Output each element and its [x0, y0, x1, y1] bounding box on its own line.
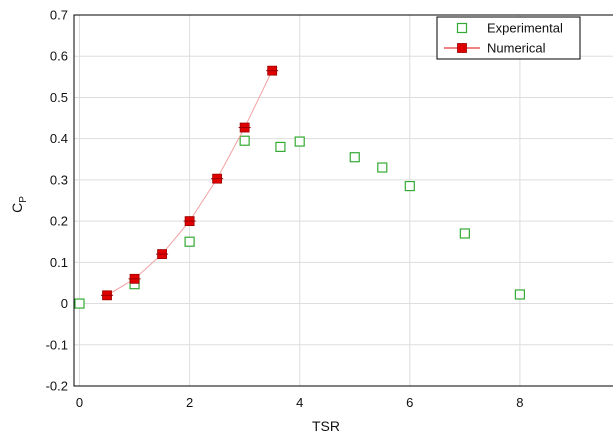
y-tick-label: 0.2	[50, 214, 68, 229]
y-axis-label-subscript: P	[18, 196, 29, 203]
y-tick-label: 0.1	[50, 255, 68, 270]
y-tick-label: 0.6	[50, 49, 68, 64]
x-tick-label: 2	[186, 395, 193, 410]
y-tick-label: 0.7	[50, 8, 68, 23]
data-point	[459, 228, 470, 239]
legend-marker	[456, 22, 468, 34]
y-tick-label: 0.3	[50, 172, 68, 187]
data-point	[377, 162, 388, 173]
legend-label: Experimental	[487, 21, 563, 36]
x-axis-label: TSR	[312, 418, 340, 434]
legend-label: Numerical	[487, 41, 546, 56]
data-point	[275, 141, 286, 153]
y-tick-label: 0.4	[50, 131, 68, 146]
data-point	[349, 152, 360, 163]
series-numerical	[101, 65, 279, 301]
data-point	[294, 136, 305, 147]
plot-frame	[73, 14, 613, 387]
y-axis-label-main: C	[9, 203, 25, 213]
y-tick-label: -0.2	[46, 379, 68, 394]
y-axis-label: CP	[9, 196, 29, 213]
grid-lines	[74, 14, 613, 387]
legend: Experimental Numerical	[436, 16, 581, 60]
tick-labels: 0246810-0.2-0.100.10.20.30.40.50.60.7	[46, 8, 524, 411]
y-tick-label: 0	[61, 296, 68, 311]
series-experimental	[74, 135, 526, 309]
data-series	[74, 65, 526, 309]
x-tick-label: 0	[76, 395, 83, 410]
data-point	[404, 180, 415, 192]
legend-item-numerical: Numerical	[444, 41, 546, 56]
data-point	[184, 236, 195, 247]
legend-item-experimental: Experimental	[456, 21, 563, 36]
legend-marker	[457, 43, 467, 53]
x-tick-label: 4	[296, 395, 303, 410]
x-tick-label: 6	[406, 395, 413, 410]
y-tick-label: 0.5	[50, 90, 68, 105]
y-tick-label: -0.1	[46, 337, 68, 352]
x-tick-label: 8	[516, 395, 523, 410]
data-point	[514, 289, 526, 300]
data-point	[239, 135, 250, 146]
data-point	[74, 298, 85, 309]
